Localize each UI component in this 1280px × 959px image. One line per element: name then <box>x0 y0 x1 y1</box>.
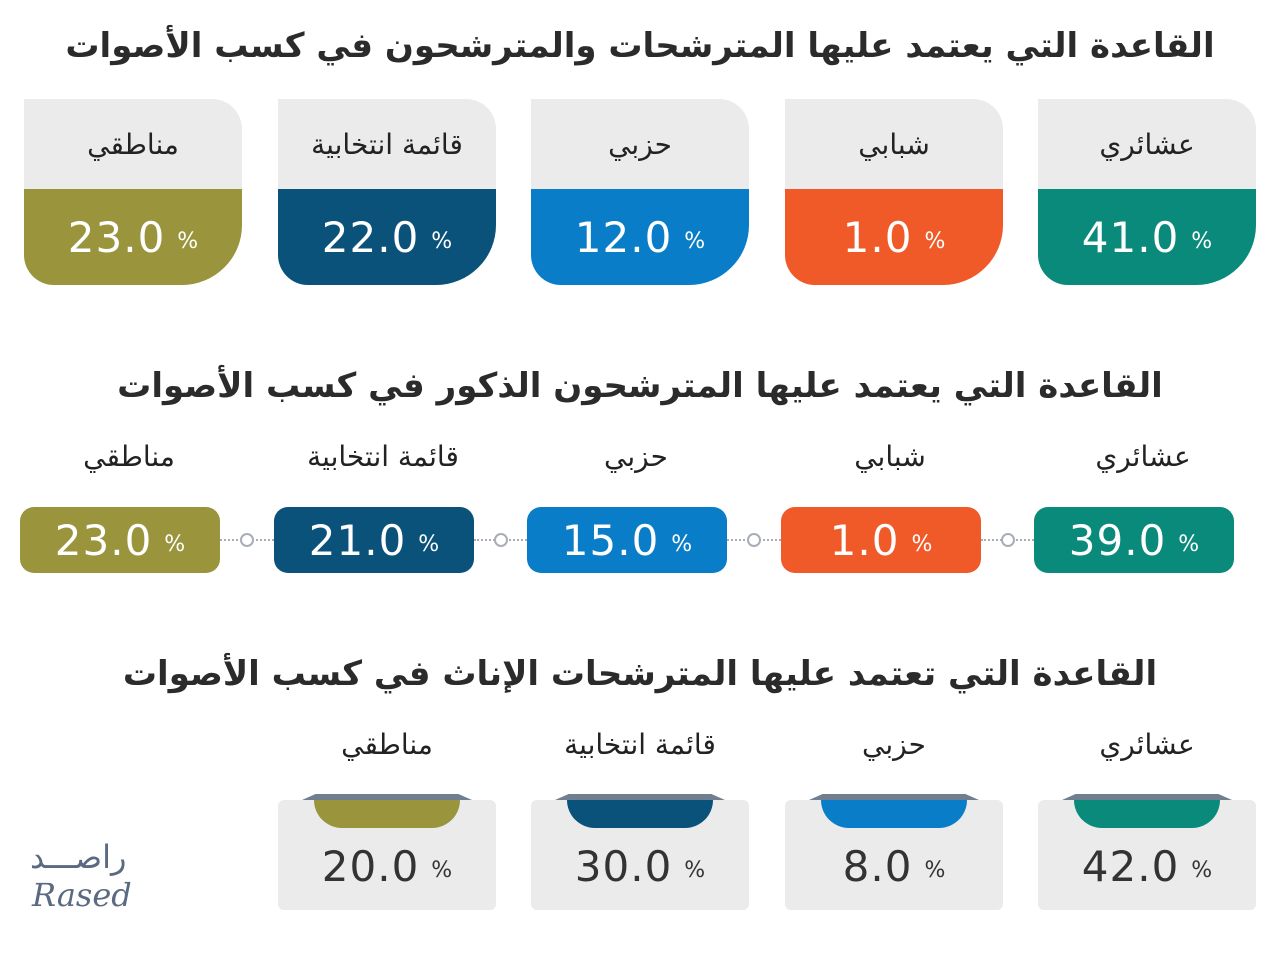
category-label: شبابي <box>854 440 926 473</box>
percent-sign: % <box>418 531 440 557</box>
category-label: مناطقي <box>24 99 242 189</box>
percent-sign: % <box>924 858 946 883</box>
category-label: حزبي <box>531 99 749 189</box>
chart-title-all: القاعدة التي يعتمد عليها المترشحات والمت… <box>65 26 1215 66</box>
value-label: 23.0 <box>67 212 166 262</box>
percent-sign: % <box>911 531 933 557</box>
value-label-wrap: 20.0% <box>278 842 496 891</box>
connector-node <box>240 533 254 547</box>
percent-sign: % <box>1178 531 1200 557</box>
color-tab <box>1074 800 1220 828</box>
value-pill: 39.0% <box>1034 507 1234 573</box>
value-bar: 41.0% <box>1038 189 1256 285</box>
category-label: قائمة انتخابية <box>278 99 496 189</box>
connector-node <box>1001 533 1015 547</box>
percent-sign: % <box>684 858 706 883</box>
percent-sign: % <box>164 531 186 557</box>
value-label: 12.0 <box>574 212 673 262</box>
category-label: مناطقي <box>341 728 433 761</box>
percent-sign: % <box>431 228 453 254</box>
tab-fold <box>1062 794 1232 800</box>
percent-sign: % <box>431 858 453 883</box>
value-label: 20.0 <box>321 842 420 891</box>
value-label: 15.0 <box>561 515 660 565</box>
value-label: 23.0 <box>54 515 153 565</box>
value-label: 22.0 <box>321 212 420 262</box>
category-card: مناطقي 23.0% <box>24 99 242 285</box>
chart-title-women: القاعدة التي تعتمد عليها المترشحات الإنا… <box>122 654 1158 694</box>
percent-sign: % <box>684 228 706 254</box>
category-card: عشائري 41.0% <box>1038 99 1256 285</box>
category-card: حزبي 12.0% <box>531 99 749 285</box>
tab-fold <box>555 794 725 800</box>
category-label: عشائري <box>1038 99 1256 189</box>
category-label: شبابي <box>785 99 1003 189</box>
value-label-wrap: 8.0% <box>785 842 1003 891</box>
value-label: 1.0 <box>829 515 900 565</box>
value-pill: 21.0% <box>274 507 474 573</box>
chart-title-men: القاعدة التي يعتمد عليها المترشحون الذكو… <box>117 366 1163 406</box>
category-card: 8.0% <box>785 794 1003 910</box>
category-card: شبابي 1.0% <box>785 99 1003 285</box>
category-card: قائمة انتخابية 22.0% <box>278 99 496 285</box>
value-bar: 1.0% <box>785 189 1003 285</box>
category-card: 20.0% <box>278 794 496 910</box>
tab-fold <box>302 794 472 800</box>
value-label: 39.0 <box>1068 515 1167 565</box>
percent-sign: % <box>1191 228 1213 254</box>
color-tab <box>567 800 713 828</box>
value-bar: 23.0% <box>24 189 242 285</box>
value-label-wrap: 42.0% <box>1038 842 1256 891</box>
rased-logo-latin: Rased <box>32 876 132 914</box>
category-card: 42.0% <box>1038 794 1256 910</box>
color-tab <box>821 800 967 828</box>
percent-sign: % <box>924 228 946 254</box>
value-pill: 23.0% <box>20 507 220 573</box>
percent-sign: % <box>177 228 199 254</box>
value-label: 42.0 <box>1081 842 1180 891</box>
value-pill: 15.0% <box>527 507 727 573</box>
value-bar: 22.0% <box>278 189 496 285</box>
percent-sign: % <box>1191 858 1213 883</box>
value-label: 8.0 <box>842 842 913 891</box>
category-label: قائمة انتخابية <box>564 728 716 761</box>
category-label: حزبي <box>604 440 668 473</box>
percent-sign: % <box>671 531 693 557</box>
value-pill: 1.0% <box>781 507 981 573</box>
category-label: حزبي <box>862 728 926 761</box>
category-label: قائمة انتخابية <box>307 440 459 473</box>
value-label-wrap: 30.0% <box>531 842 749 891</box>
color-tab <box>314 800 460 828</box>
tab-fold <box>809 794 979 800</box>
category-label: مناطقي <box>83 440 175 473</box>
value-bar: 12.0% <box>531 189 749 285</box>
connector-node <box>494 533 508 547</box>
category-card: 30.0% <box>531 794 749 910</box>
value-label: 30.0 <box>574 842 673 891</box>
value-label: 21.0 <box>308 515 407 565</box>
category-label: عشائري <box>1099 728 1195 761</box>
value-label: 1.0 <box>842 212 913 262</box>
category-label: عشائري <box>1095 440 1191 473</box>
rased-logo-arabic: راصـــد <box>30 838 127 876</box>
connector-node <box>747 533 761 547</box>
value-label: 41.0 <box>1081 212 1180 262</box>
